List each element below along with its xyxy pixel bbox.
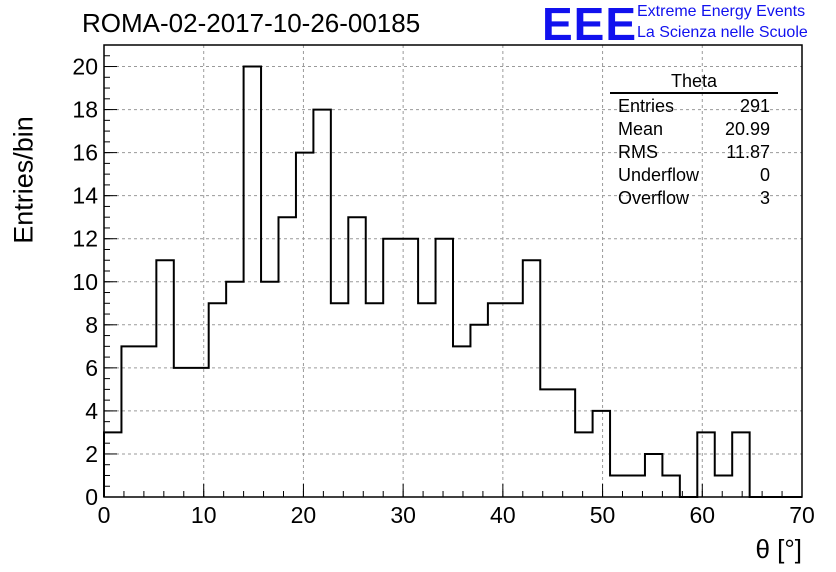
plot-frame	[103, 44, 803, 498]
stats-label: Mean	[618, 119, 664, 139]
stats-row-mean: Mean 20.99	[610, 118, 778, 141]
histogram-bin	[505, 303, 522, 497]
histogram-bin	[453, 346, 470, 497]
y-axis-label-box: Entries/bin	[6, 110, 42, 250]
stats-value: 11.87	[726, 142, 770, 162]
histogram-bin	[593, 411, 610, 497]
histogram-bin	[610, 475, 627, 497]
y-axis-label: Entries/bin	[8, 116, 39, 244]
y-tick-label: 14	[72, 183, 98, 209]
y-tick-label: 6	[85, 355, 98, 381]
histogram-bin	[575, 432, 592, 497]
y-tick-label: 16	[72, 140, 98, 166]
stats-value: 20.99	[724, 119, 770, 139]
histogram-bin	[191, 368, 208, 497]
y-tick-label: 18	[72, 97, 98, 123]
x-tick-label: 30	[390, 502, 416, 528]
stats-value: 3	[759, 188, 770, 208]
stats-label: Underflow	[618, 165, 700, 185]
eee-logo: EEE	[542, 0, 638, 50]
stats-value: 0	[759, 165, 770, 185]
histogram-bin	[209, 303, 226, 497]
x-tick-label: 20	[291, 502, 317, 528]
y-tick-label: 4	[85, 398, 98, 424]
stats-separator	[610, 92, 778, 94]
histogram-bin	[732, 432, 749, 497]
stats-label: Overflow	[618, 188, 690, 208]
x-tick-label: 50	[590, 502, 616, 528]
y-tick-label: 12	[72, 226, 98, 252]
histogram-bin	[331, 303, 348, 497]
histogram-bin	[313, 110, 330, 497]
histogram-bin	[156, 260, 173, 497]
x-tick-label: 70	[789, 502, 815, 528]
histogram-bin	[715, 475, 732, 497]
x-axis-label: θ [°]	[755, 534, 802, 564]
stats-row-underflow: Underflow 0	[610, 164, 778, 187]
histogram-bin	[279, 217, 296, 497]
stats-row-overflow: Overflow 3	[610, 187, 778, 210]
histogram-bin	[523, 260, 540, 497]
histogram-bin	[645, 454, 662, 497]
y-tick-label: 20	[72, 54, 98, 80]
y-tick-label: 0	[85, 484, 98, 510]
histogram-bin	[366, 303, 383, 497]
stats-box: Theta Entries 291 Mean 20.99 RMS 11.87 U…	[610, 70, 778, 210]
histogram-bin	[174, 368, 191, 497]
stats-label: Entries	[618, 96, 675, 116]
stats-row-entries: Entries 291	[610, 95, 778, 118]
histogram-bin	[244, 67, 261, 497]
stats-value: 291	[739, 96, 770, 116]
histogram-bin	[226, 282, 243, 497]
histogram-bin	[436, 239, 453, 497]
x-tick-label: 0	[98, 502, 111, 528]
stats-label: RMS	[618, 142, 658, 162]
x-tick-label: 40	[490, 502, 516, 528]
y-tick-label: 8	[85, 312, 98, 338]
histogram-bin	[121, 346, 138, 497]
histogram-bin	[540, 389, 557, 497]
histogram-bin	[662, 475, 679, 497]
histogram-bin	[139, 346, 156, 497]
histogram-outline	[103, 65, 802, 498]
y-tick-label: 2	[85, 441, 98, 467]
logo-tagline-2: La Scienza nelle Scuole	[637, 24, 808, 41]
stats-title: Theta	[670, 71, 718, 91]
histogram-bin	[418, 303, 435, 497]
histogram-bin	[470, 325, 487, 497]
histogram-bin	[261, 282, 278, 497]
histogram-bin	[401, 239, 418, 497]
stats-row-rms: RMS 11.87	[610, 141, 778, 164]
histogram-bin	[697, 432, 714, 497]
x-tick-label: 60	[689, 502, 715, 528]
histogram-bin	[348, 217, 365, 497]
y-tick-label: 10	[72, 269, 98, 295]
histogram-bin	[558, 389, 575, 497]
logo-tagline-1: Extreme Energy Events	[637, 3, 806, 20]
x-tick-label: 10	[191, 502, 217, 528]
run-title: ROMA-02-2017-10-26-00185	[82, 8, 421, 38]
